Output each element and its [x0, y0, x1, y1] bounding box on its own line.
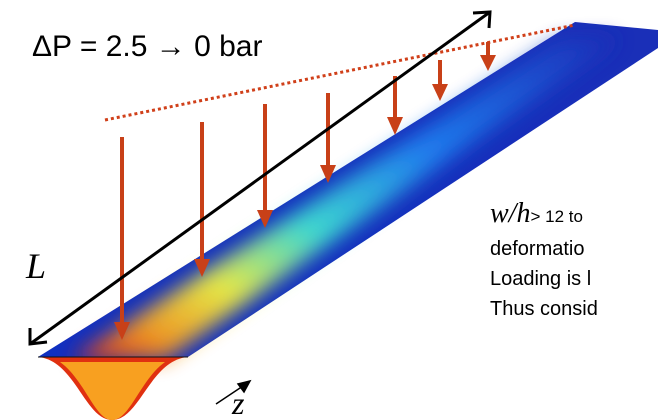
- note-text: Thus consid: [490, 298, 598, 320]
- length-label: L: [26, 246, 47, 286]
- title: ΔP = 2.5 → 0 bar: [32, 30, 263, 63]
- slab-front-core: [60, 362, 165, 420]
- note-text: Loading is l: [490, 268, 592, 290]
- load-arrows: [114, 42, 496, 340]
- ratio-symbol: w/h: [490, 198, 531, 229]
- z-arrow: [215, 379, 252, 405]
- notes-box: [485, 196, 658, 396]
- pressure-line: [104, 23, 576, 122]
- note-text: > 12 to: [530, 207, 583, 226]
- deformation-field: [70, 38, 620, 360]
- note-line: w/h> 12 to: [490, 198, 583, 230]
- axis-label: z: [232, 385, 245, 420]
- length-arrow: [28, 10, 492, 346]
- note-text: deformatio: [490, 238, 585, 260]
